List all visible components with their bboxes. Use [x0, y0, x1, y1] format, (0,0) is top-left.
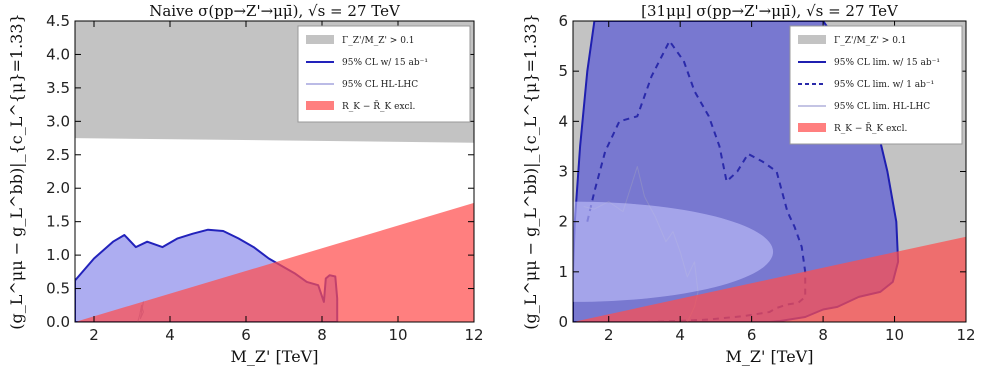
legend-label: Γ_Z'/M_Z' > 0.1 [834, 36, 907, 46]
y-tick-label: 4.0 [46, 45, 70, 63]
x-tick-label: 6 [747, 326, 757, 344]
region-ellipse [573, 201, 774, 302]
legend-label: R_K − R̄_K excl. [834, 122, 907, 134]
y-tick-label: 3.5 [46, 79, 70, 97]
x-tick-label: 10 [388, 326, 407, 344]
series-3 [586, 40, 807, 322]
y-tick-label: 4 [558, 112, 568, 130]
y-tick-label: 2.0 [46, 179, 70, 197]
series-4 [75, 202, 474, 322]
x-tick-label: 4 [165, 326, 175, 344]
legend-swatch [798, 35, 826, 44]
y-tick-label: 3 [558, 163, 568, 181]
x-tick-label: 4 [675, 326, 685, 344]
chart-title: Naive σ(pp→Z'→μμ̄), √s = 27 TeV [149, 2, 401, 20]
y-tick-label: 3.0 [46, 112, 70, 130]
y-axis-label: (g_L^μμ − g_L^bb)|_{c_L^{μ}=1.33} [521, 13, 540, 329]
legend: Γ_Z'/M_Z' > 0.1 95% CL w/ 15 ab⁻¹ 95% CL H… [297, 25, 471, 123]
y-tick-label: 0.5 [46, 280, 70, 298]
y-tick-label: 2 [558, 213, 568, 231]
legend-swatch [798, 123, 826, 132]
y-axis-label: (g_L^μμ − g_L^bb)|_{c_L^{μ}=1.33} [7, 13, 26, 329]
chart-panel-1: 2 4 6 8 10 12 0.0 0.5 1.0 1.5 2.0 2.5 3.0 3.5 4.0 4.5 Na… [7, 2, 484, 366]
y-tick-label: 4.5 [46, 12, 70, 30]
y-tick-label: 5 [558, 62, 568, 80]
y-tick-label: 2.5 [46, 146, 70, 164]
legend-label: 95% CL lim. HL-LHC [834, 102, 930, 112]
legend-label: 95% CL lim. w/ 15 ab⁻¹ [834, 58, 940, 68]
legend-swatch [306, 101, 334, 110]
legend-label: 95% CL lim. w/ 1 ab⁻¹ [834, 80, 934, 90]
y-tick-label: 6 [558, 12, 568, 30]
y-tick-label: 0 [558, 313, 568, 331]
x-tick-label: 8 [317, 326, 327, 344]
legend-label: Γ_Z'/M_Z' > 0.1 [342, 36, 415, 46]
x-tick-label: 12 [956, 326, 975, 344]
y-tick-label: 1.0 [46, 246, 70, 264]
legend-label: R_K − R̄_K excl. [342, 100, 415, 112]
x-axis-label: M_Z' [TeV] [726, 347, 814, 366]
legend: Γ_Z'/M_Z' > 0.1 95% CL lim. w/ 15 ab⁻¹ 95%… [789, 25, 963, 145]
legend-swatch [306, 35, 334, 44]
y-tick-label: 1.5 [46, 213, 70, 231]
axes-frame [74, 20, 475, 323]
series-5 [573, 236, 966, 322]
x-tick-label: 2 [89, 326, 99, 344]
x-tick-label: 2 [604, 326, 614, 344]
x-axis-label: M_Z' [TeV] [231, 347, 319, 366]
x-tick-label: 10 [885, 326, 904, 344]
legend-label: 95% CL HL-LHC [342, 80, 418, 90]
y-tick-label: 0.0 [46, 313, 70, 331]
legend-label: 95% CL w/ 15 ab⁻¹ [342, 58, 428, 68]
x-tick-label: 12 [464, 326, 483, 344]
y-tick-label: 1 [558, 263, 568, 281]
x-tick-label: 6 [241, 326, 251, 344]
x-tick-label: 8 [818, 326, 828, 344]
chart-title: [31μμ] σ(pp→Z'→μμ̄), √s = 27 TeV [641, 2, 899, 20]
